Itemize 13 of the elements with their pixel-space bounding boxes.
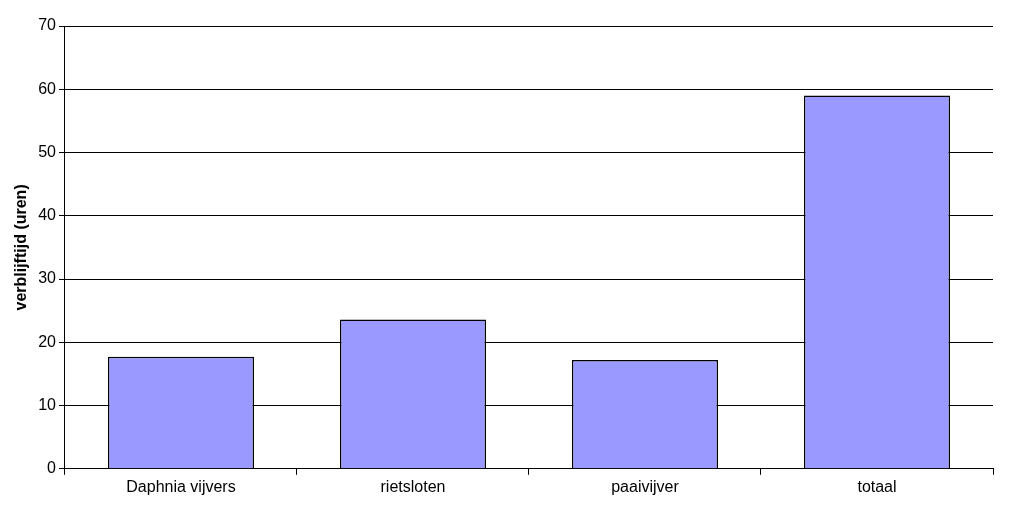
y-tick-label: 50 xyxy=(38,142,57,160)
y-tick-label: 10 xyxy=(38,395,57,413)
x-tick-label: rietsloten xyxy=(380,477,446,495)
y-tick-label: 30 xyxy=(38,269,57,287)
x-tick-label: Daphnia vijvers xyxy=(126,477,236,495)
y-tick-label: 60 xyxy=(38,79,57,97)
y-axis-title: verblijftijd (uren) xyxy=(12,184,30,311)
y-tick-label: 70 xyxy=(38,16,57,34)
y-tick-label: 40 xyxy=(38,206,57,224)
y-tick-label: 20 xyxy=(38,332,57,350)
x-tick-label: paaivijver xyxy=(611,477,680,495)
x-tick-label: totaal xyxy=(857,477,897,495)
y-tick-label: 0 xyxy=(47,459,57,477)
